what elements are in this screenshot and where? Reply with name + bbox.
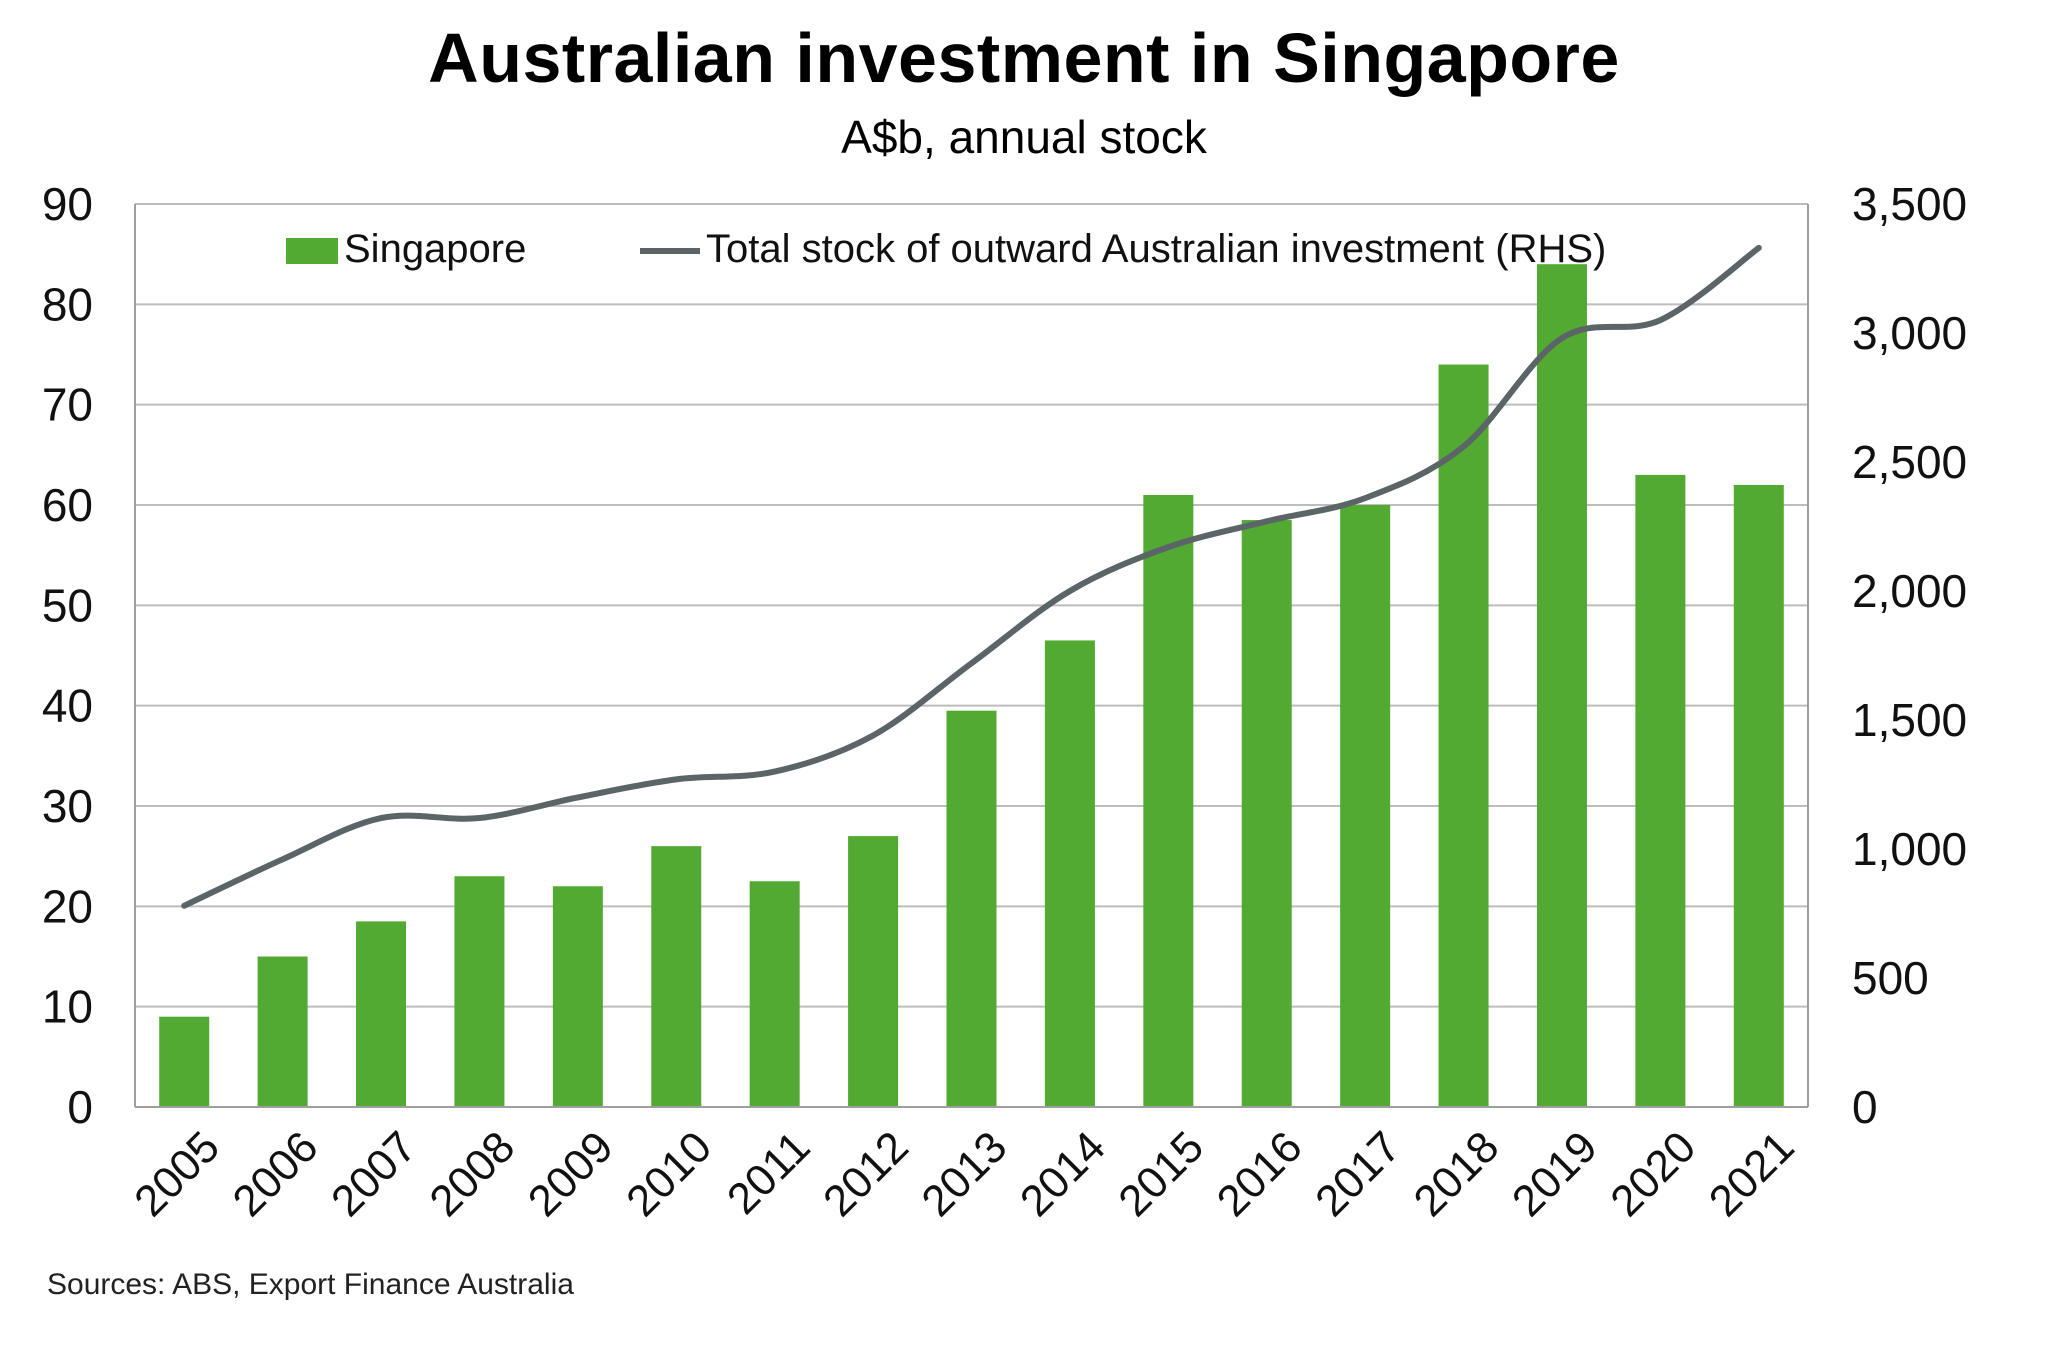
x-tick-label: 2012 <box>814 1122 918 1226</box>
bar-2008 <box>454 876 505 1107</box>
x-tick-label: 2017 <box>1306 1122 1410 1226</box>
x-tick-label: 2021 <box>1700 1122 1804 1226</box>
y-tick-label-left: 20 <box>42 880 93 932</box>
y-tick-label-right: 2,500 <box>1852 436 1967 488</box>
y-tick-label-right: 1,000 <box>1852 823 1967 875</box>
y-tick-label-left: 60 <box>42 479 93 531</box>
legend-label-total-stock: Total stock of outward Australian invest… <box>706 227 1606 271</box>
total-stock-line <box>181 244 1762 909</box>
x-tick-label: 2013 <box>912 1122 1016 1226</box>
bar-2012 <box>848 836 899 1107</box>
x-tick-label: 2014 <box>1011 1122 1115 1226</box>
y-tick-label-right: 3,000 <box>1852 307 1967 359</box>
x-tick-label: 2019 <box>1503 1122 1607 1226</box>
y-tick-label-left: 40 <box>42 680 93 732</box>
y-tick-label-right: 2,000 <box>1852 565 1967 617</box>
x-tick-label: 2011 <box>718 1122 820 1224</box>
bar-2016 <box>1241 520 1292 1107</box>
bar-2009 <box>552 886 603 1107</box>
bar-2018 <box>1438 364 1489 1107</box>
y-tick-label-right: 1,500 <box>1852 694 1967 746</box>
x-tick-label: 2009 <box>519 1122 623 1226</box>
bar-2007 <box>356 921 407 1107</box>
bar-2015 <box>1143 494 1194 1107</box>
x-tick-label: 2008 <box>420 1122 524 1226</box>
y-tick-label-left: 30 <box>42 780 93 832</box>
legend: Singapore Total stock of outward Australi… <box>286 227 1606 271</box>
bar-2020 <box>1635 474 1686 1107</box>
y-tick-label-left: 10 <box>42 981 93 1033</box>
source-note: Sources: ABS, Export Finance Australia <box>47 1268 574 1301</box>
line-series <box>181 244 1762 909</box>
x-tick-label: 2015 <box>1109 1122 1213 1226</box>
y-tick-label-left: 0 <box>67 1081 93 1133</box>
x-tick-label: 2007 <box>322 1122 426 1226</box>
x-tick-label: 2005 <box>125 1122 229 1226</box>
x-tick-label: 2006 <box>224 1122 328 1226</box>
bar-2021 <box>1733 484 1784 1107</box>
y-tick-label-right: 500 <box>1852 952 1929 1004</box>
bar-2014 <box>1044 640 1095 1107</box>
y-tick-label-left: 90 <box>42 178 93 230</box>
x-tick-label: 2016 <box>1208 1122 1312 1226</box>
bar-series <box>159 264 1784 1107</box>
y-tick-label-left: 80 <box>42 278 93 330</box>
bar-2006 <box>257 956 308 1107</box>
x-tick-label: 2010 <box>617 1122 721 1226</box>
bar-2017 <box>1340 505 1391 1107</box>
bar-2010 <box>651 846 702 1107</box>
y-tick-label-right: 0 <box>1852 1081 1878 1133</box>
legend-swatch-singapore <box>286 238 338 264</box>
chart-title: Australian investment in Singapore <box>428 19 1620 97</box>
y-tick-label-left: 70 <box>42 379 93 431</box>
x-tick-label: 2020 <box>1601 1122 1705 1226</box>
x-tick-label: 2018 <box>1405 1122 1509 1226</box>
bar-2011 <box>749 881 800 1107</box>
bar-2019 <box>1536 264 1587 1107</box>
bar-2013 <box>946 710 997 1107</box>
legend-label-singapore: Singapore <box>344 227 526 271</box>
y-tick-label-right: 3,500 <box>1852 178 1967 230</box>
chart-subtitle: A$b, annual stock <box>841 111 1207 163</box>
y-tick-label-left: 50 <box>42 579 93 631</box>
bar-2005 <box>159 1016 210 1107</box>
